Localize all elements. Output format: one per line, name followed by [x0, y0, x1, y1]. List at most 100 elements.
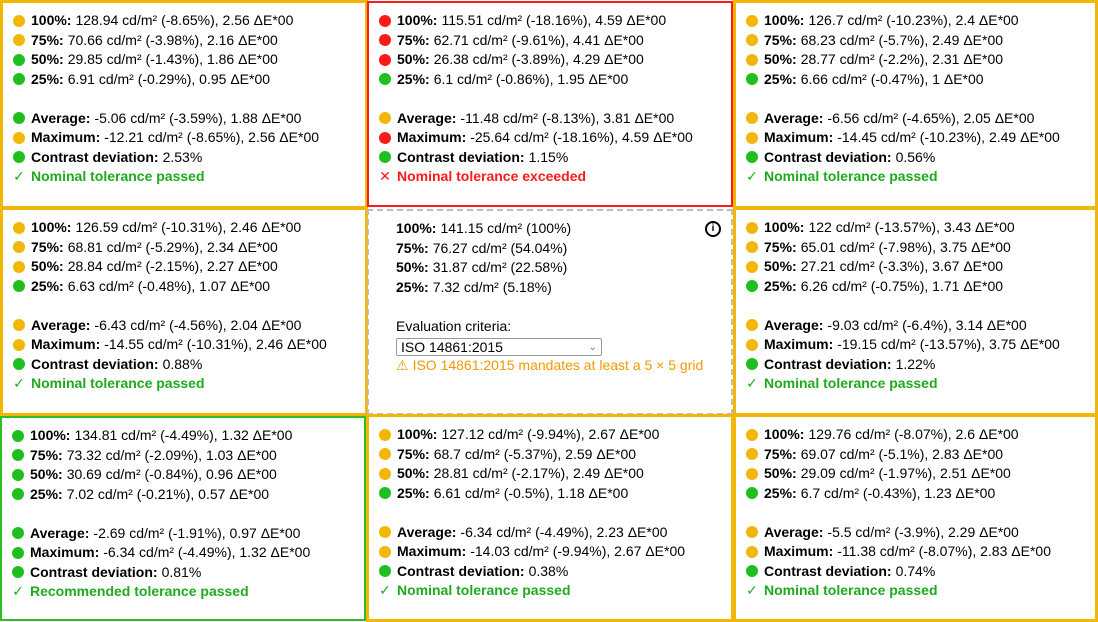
status-dot	[746, 358, 758, 371]
row-label: Contrast deviation:	[30, 563, 158, 580]
row-value: -14.45 cd/m² (-10.23%), 2.49 ΔE*00	[837, 129, 1060, 145]
row-label: Maximum:	[31, 129, 101, 145]
row-value: 27.21 cd/m² (-3.3%), 3.67 ΔE*00	[800, 258, 1004, 274]
maximum-row: Maximum: -14.45 cd/m² (-10.23%), 2.49 ΔE*…	[746, 128, 1095, 148]
row-label: 25%:	[397, 70, 430, 87]
row-value: 70.66 cd/m² (-3.98%), 2.16 ΔE*00	[67, 31, 278, 48]
row-value: -14.03 cd/m² (-9.94%), 2.67 ΔE*00	[470, 543, 686, 559]
row-label: 75%:	[31, 31, 64, 48]
info-icon[interactable]: i	[705, 221, 721, 237]
status-dot	[746, 53, 758, 66]
check-icon: ✓	[379, 582, 391, 598]
status-dot	[12, 468, 24, 481]
status-dot	[13, 131, 25, 144]
reference-row-50: 50%: 31.87 cd/m² (22.58%)	[396, 258, 731, 278]
row-25: 25%: 6.66 cd/m² (-0.47%), 1 ΔE*00	[746, 70, 1095, 90]
average-row: Average: -9.03 cd/m² (-6.4%), 3.14 ΔE*00	[746, 316, 1095, 336]
row-value: 122 cd/m² (-13.57%), 3.43 ΔE*00	[808, 219, 1015, 235]
status-text: Nominal tolerance passed	[764, 582, 938, 598]
row-value: 6.91 cd/m² (-0.29%), 0.95 ΔE*00	[67, 70, 271, 87]
row-label: 50%:	[30, 466, 63, 482]
row-label: Maximum:	[764, 129, 834, 145]
status-dot	[746, 260, 758, 273]
row-value: 68.7 cd/m² (-5.37%), 2.59 ΔE*00	[433, 445, 637, 462]
row-label: 75%:	[397, 445, 430, 462]
row-value: 68.23 cd/m² (-5.7%), 2.49 ΔE*00	[800, 31, 1004, 48]
row-value: -14.55 cd/m² (-10.31%), 2.46 ΔE*00	[104, 336, 327, 352]
row-label: Maximum:	[31, 336, 101, 352]
maximum-row: Maximum: -14.55 cd/m² (-10.31%), 2.46 ΔE*…	[13, 335, 365, 355]
row-label: 75%:	[31, 238, 64, 255]
maximum-row: Maximum: -14.03 cd/m² (-9.94%), 2.67 ΔE*0…	[379, 542, 731, 562]
row-label: 25%:	[31, 70, 64, 87]
row-label: Maximum:	[30, 544, 100, 560]
maximum-row: Maximum: -6.34 cd/m² (-4.49%), 1.32 ΔE*00	[12, 543, 364, 563]
row-label: 25%:	[31, 277, 64, 294]
status-dot	[12, 527, 24, 540]
row-75: 75%: 68.7 cd/m² (-5.37%), 2.59 ΔE*00	[379, 445, 731, 465]
status-dot	[379, 14, 391, 27]
row-100: 100%: 126.7 cd/m² (-10.23%), 2.4 ΔE*00	[746, 11, 1095, 31]
row-label: Maximum:	[397, 129, 467, 145]
row-value: 1.15%	[528, 148, 569, 165]
status-dot	[746, 467, 758, 480]
status-dot	[379, 112, 391, 125]
row-value: 28.77 cd/m² (-2.2%), 2.31 ΔE*00	[800, 51, 1004, 67]
cell-middle-left: 100%: 126.59 cd/m² (-10.31%), 2.46 ΔE*00 …	[0, 207, 368, 416]
row-value: 76.27 cd/m² (54.04%)	[432, 239, 568, 256]
evaluation-criteria-label: Evaluation criteria:	[396, 317, 512, 334]
row-100: 100%: 128.94 cd/m² (-8.65%), 2.56 ΔE*00	[13, 11, 365, 31]
status-dot	[12, 429, 24, 442]
tolerance-status: ✓ Nominal tolerance passed	[13, 374, 365, 394]
row-label: Contrast deviation:	[31, 355, 159, 372]
row-label: Contrast deviation:	[397, 148, 525, 165]
cell-top-center: 100%: 115.51 cd/m² (-18.16%), 4.59 ΔE*00 …	[367, 1, 733, 207]
evaluation-criteria-select[interactable]: ISO 14861:2015 ⌄	[396, 338, 602, 356]
row-label: 25%:	[396, 278, 429, 295]
row-value: 127.12 cd/m² (-9.94%), 2.67 ΔE*00	[441, 426, 660, 442]
status-dot	[746, 319, 758, 332]
row-label: 75%:	[396, 239, 429, 256]
row-50: 50%: 27.21 cd/m² (-3.3%), 3.67 ΔE*00	[746, 257, 1095, 277]
row-25: 25%: 6.61 cd/m² (-0.5%), 1.18 ΔE*00	[379, 484, 731, 504]
status-dot	[746, 34, 758, 47]
status-dot	[379, 53, 391, 66]
row-label: 25%:	[30, 485, 63, 502]
row-value: 65.01 cd/m² (-7.98%), 3.75 ΔE*00	[800, 238, 1011, 255]
row-value: -6.34 cd/m² (-4.49%), 1.32 ΔE*00	[103, 544, 311, 560]
row-label: 100%:	[396, 220, 437, 236]
row-value: 69.07 cd/m² (-5.1%), 2.83 ΔE*00	[800, 445, 1004, 462]
row-value: 6.66 cd/m² (-0.47%), 1 ΔE*00	[800, 70, 984, 87]
row-value: -12.21 cd/m² (-8.65%), 2.56 ΔE*00	[104, 129, 320, 145]
contrast-row: Contrast deviation: 0.88%	[13, 355, 365, 375]
reference-cell: i 100%: 141.15 cd/m² (100%) 75%: 76.27 cd/…	[367, 209, 733, 415]
average-row: Average: -2.69 cd/m² (-1.91%), 0.97 ΔE*00	[12, 524, 364, 544]
row-label: 100%:	[30, 427, 71, 443]
row-label: 75%:	[764, 31, 797, 48]
status-dot	[379, 526, 391, 539]
row-value: 29.85 cd/m² (-1.43%), 1.86 ΔE*00	[67, 51, 278, 67]
status-text: Nominal tolerance exceeded	[397, 168, 587, 184]
row-label: Contrast deviation:	[764, 355, 892, 372]
row-100: 100%: 129.76 cd/m² (-8.07%), 2.6 ΔE*00	[746, 425, 1095, 445]
row-label: 100%:	[764, 12, 805, 28]
row-50: 50%: 30.69 cd/m² (-0.84%), 0.96 ΔE*00	[12, 465, 364, 485]
row-value: -5.5 cd/m² (-3.9%), 2.29 ΔE*00	[827, 523, 1019, 540]
contrast-row: Contrast deviation: 2.53%	[13, 148, 365, 168]
status-dot	[12, 546, 24, 559]
row-label: 75%:	[397, 31, 430, 48]
status-dot	[746, 545, 758, 558]
row-value: 6.7 cd/m² (-0.43%), 1.23 ΔE*00	[800, 484, 996, 501]
row-75: 75%: 70.66 cd/m² (-3.98%), 2.16 ΔE*00	[13, 31, 365, 51]
row-label: 100%:	[31, 219, 72, 235]
row-50: 50%: 28.81 cd/m² (-2.17%), 2.49 ΔE*00	[379, 464, 731, 484]
status-dot	[746, 151, 758, 164]
row-label: Maximum:	[397, 543, 467, 559]
row-label: 25%:	[764, 484, 797, 501]
status-dot	[746, 448, 758, 461]
status-dot	[13, 280, 25, 293]
status-dot	[13, 358, 25, 371]
row-label: 100%:	[31, 12, 72, 28]
row-label: Contrast deviation:	[31, 148, 159, 165]
status-text: Nominal tolerance passed	[31, 375, 205, 391]
